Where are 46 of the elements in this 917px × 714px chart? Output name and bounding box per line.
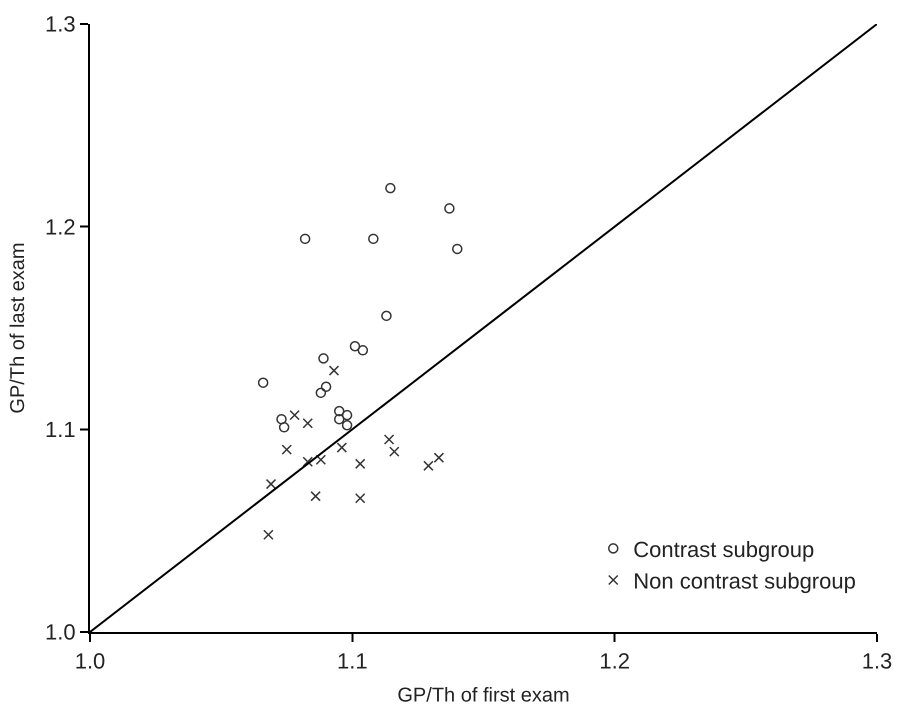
point	[300, 234, 310, 244]
point	[316, 454, 326, 465]
point	[384, 434, 394, 445]
x-tick-label: 1.2	[599, 648, 630, 674]
legend-label: Non contrast subgroup	[633, 568, 856, 594]
point	[444, 203, 455, 214]
point	[316, 388, 326, 398]
y-tick-label: 1.0	[45, 620, 76, 645]
point	[282, 444, 292, 455]
point	[434, 452, 444, 463]
point	[350, 340, 360, 352]
point	[368, 234, 379, 244]
point	[328, 365, 340, 376]
y-axis-title: GP/Th of last exam	[7, 242, 30, 414]
point	[354, 492, 366, 504]
point	[385, 182, 396, 194]
point	[278, 422, 290, 433]
point	[342, 420, 352, 431]
point	[354, 458, 366, 470]
x-tick-label: 1.1	[337, 648, 368, 674]
point	[334, 414, 344, 424]
legend-label: Contrast subgroup	[633, 536, 814, 562]
point	[381, 310, 392, 322]
x-tick-label: 1.3	[862, 648, 892, 674]
point	[302, 418, 313, 428]
point	[263, 529, 274, 540]
point	[289, 410, 300, 420]
point	[336, 442, 348, 453]
point	[258, 377, 268, 388]
point	[276, 414, 287, 424]
point	[452, 244, 463, 254]
point	[310, 490, 321, 502]
x-tick-label: 1.0	[74, 648, 106, 674]
point	[389, 446, 400, 457]
y-tick-label: 1.2	[45, 214, 76, 240]
point	[320, 382, 332, 392]
point	[423, 460, 434, 472]
point	[302, 456, 313, 468]
point	[342, 410, 352, 420]
point	[266, 478, 276, 490]
y-tick-label: 1.3	[45, 12, 76, 37]
y-tick-label: 1.1	[45, 417, 76, 442]
point	[318, 353, 329, 364]
x-axis-title: GP/Th of first exam	[397, 684, 570, 706]
point	[334, 406, 344, 416]
point	[358, 345, 368, 356]
